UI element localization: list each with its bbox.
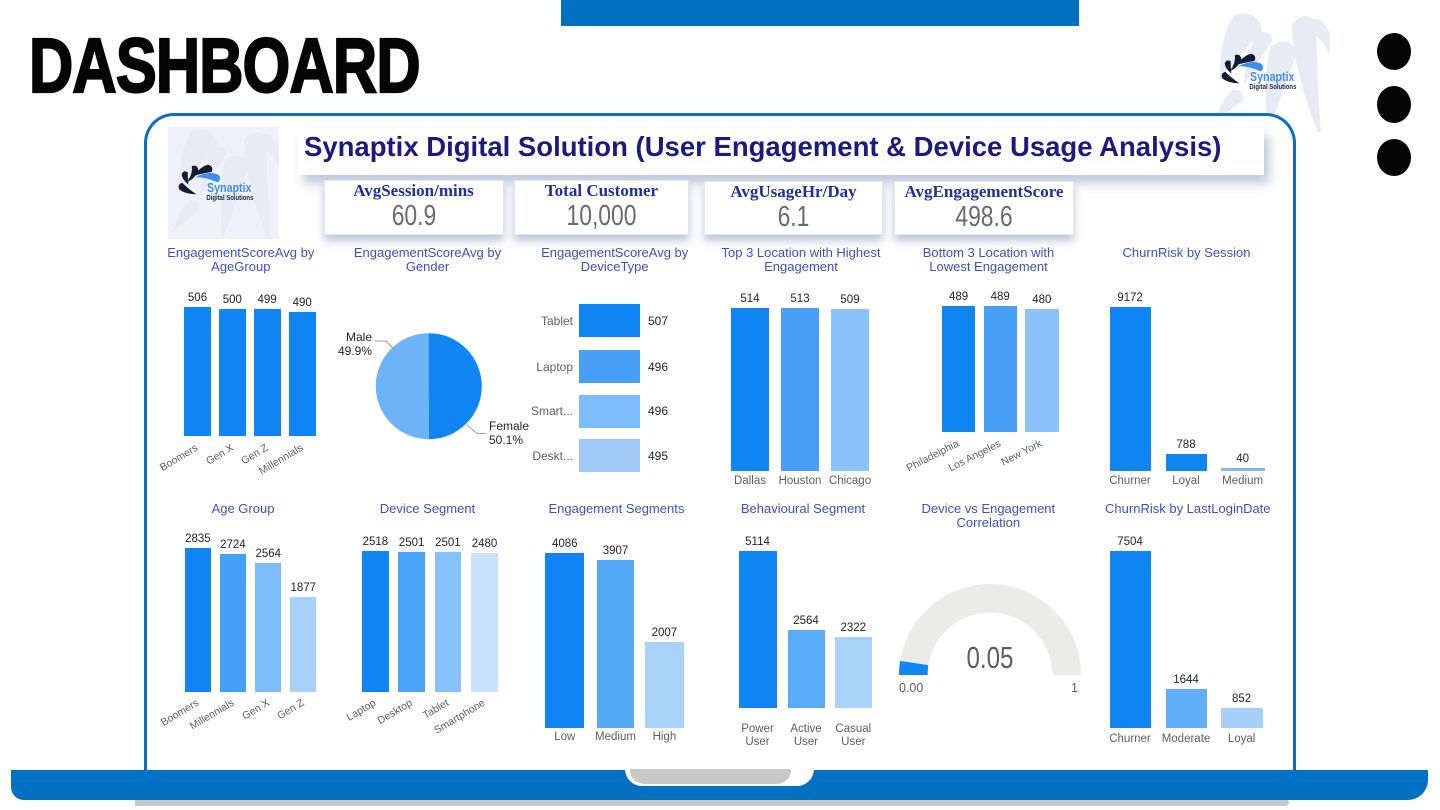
svg-text:Synaptix: Synaptix	[207, 180, 252, 195]
svg-text:Synaptix: Synaptix	[1250, 69, 1295, 84]
svg-text:Digital Solutions: Digital Solutions	[1249, 84, 1296, 91]
svg-text:0.05: 0.05	[967, 641, 1014, 674]
svg-text:Digital Solutions: Digital Solutions	[206, 195, 253, 202]
